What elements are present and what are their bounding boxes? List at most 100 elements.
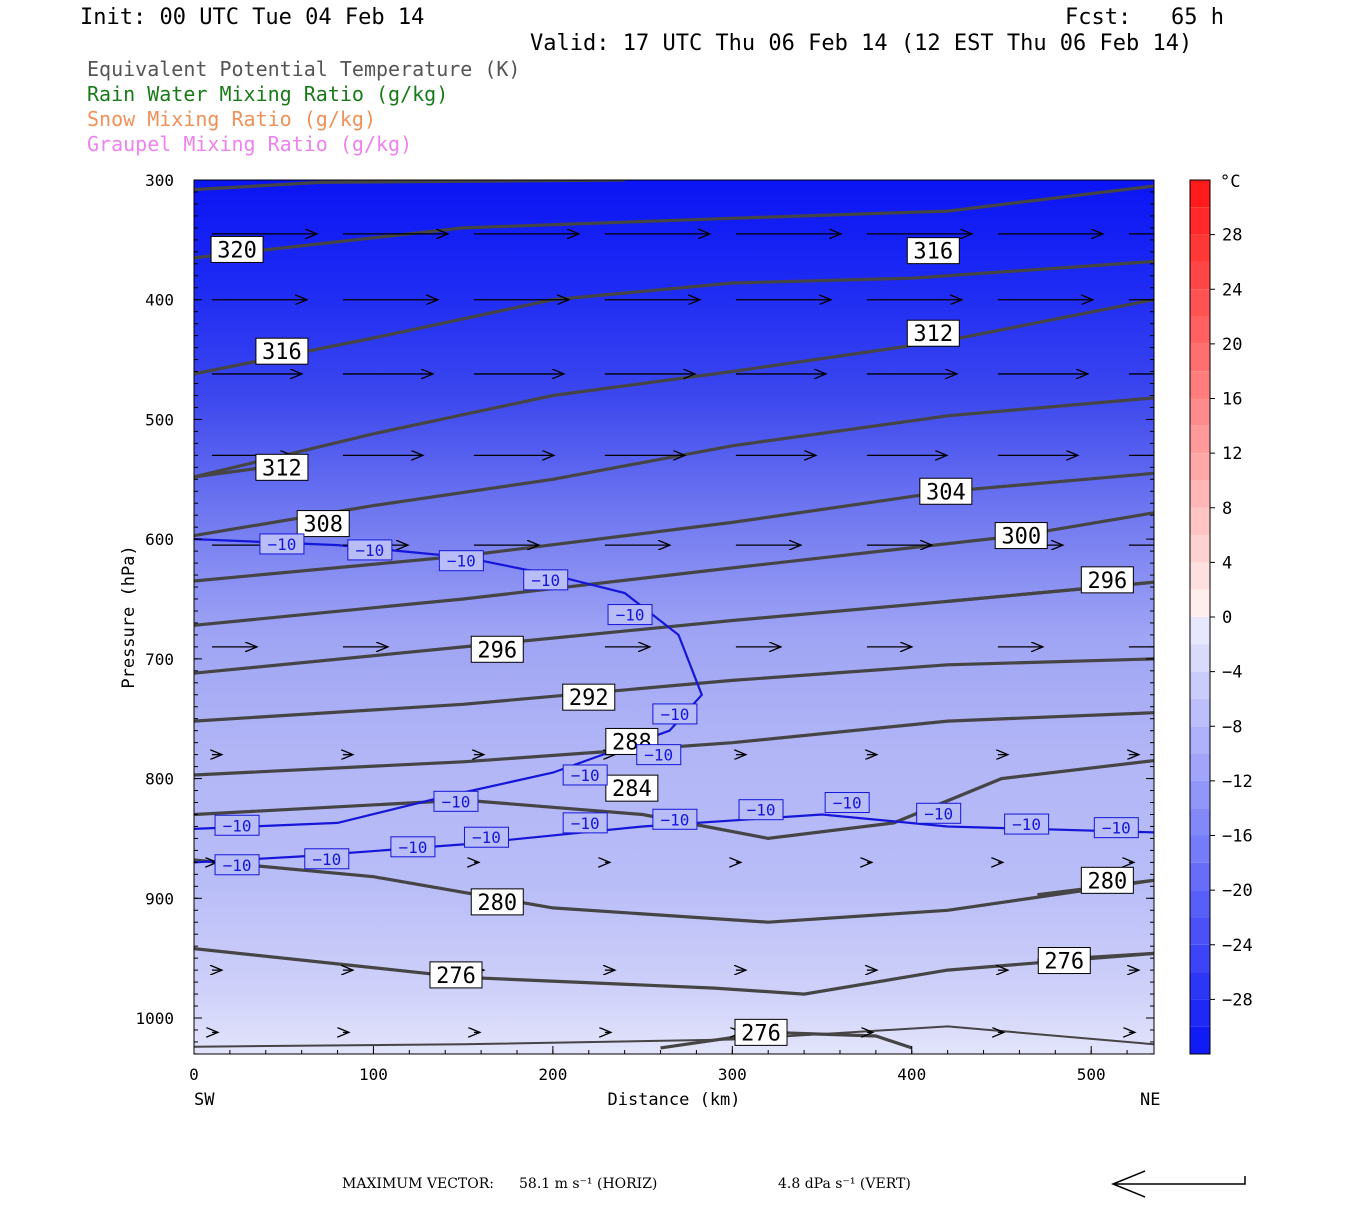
plot-frame bbox=[193, 179, 1155, 1055]
colorbar-segment bbox=[1190, 808, 1210, 836]
theta-e-label-text: 276 bbox=[741, 1021, 781, 1046]
theta-e-label-box bbox=[605, 774, 659, 802]
colorbar-segment bbox=[1190, 917, 1210, 945]
theta-e-label-text: 280 bbox=[477, 891, 517, 916]
temperature-label-text: −10 bbox=[660, 810, 689, 829]
theta-e-contour-276 bbox=[194, 947, 1154, 996]
theta-e-label: 276 bbox=[429, 961, 483, 989]
theta-e-label-text: 300 bbox=[1001, 525, 1041, 550]
theta-e-label-box bbox=[919, 477, 973, 505]
axes: 0 100 200 300 400 500 300 400 500 600 700 800 900 100… bbox=[135, 171, 1154, 1084]
temperature-label-text: −10 bbox=[223, 856, 252, 875]
temperature-label: −10 bbox=[652, 808, 698, 830]
temperature-label-box bbox=[738, 799, 784, 821]
theta-e-label-box bbox=[734, 1018, 788, 1046]
theta-e-label-text: 292 bbox=[569, 686, 609, 711]
theta-e-label-box bbox=[562, 683, 616, 711]
theta-e-contour-304 bbox=[194, 471, 1154, 583]
theta-e-label: 276 bbox=[734, 1018, 788, 1046]
colorbar-label: −20 bbox=[1222, 881, 1253, 901]
theta-e-label-box bbox=[255, 337, 309, 365]
y-tick-label: 900 bbox=[145, 889, 174, 908]
temperature-label: −10 bbox=[347, 539, 393, 561]
temperature-label: −10 bbox=[433, 790, 479, 812]
valid-time: Valid: 17 UTC Thu 06 Feb 14 (12 EST Thu … bbox=[530, 31, 1193, 56]
temperature-label: −10 bbox=[304, 848, 350, 870]
temperature-label-box bbox=[652, 703, 698, 725]
y-tick-label: 1000 bbox=[135, 1009, 174, 1028]
temperature-label-text: −10 bbox=[924, 804, 953, 823]
plot-background bbox=[194, 180, 1154, 1054]
colorbar-label: 20 bbox=[1222, 335, 1242, 355]
colorbar-segment bbox=[1190, 261, 1210, 290]
theta-e-label-text: 312 bbox=[913, 322, 953, 347]
max-vector-horiz: 58.1 m s⁻¹ (HORIZ) bbox=[519, 1176, 658, 1192]
temperature-label-text: −10 bbox=[1102, 819, 1131, 838]
theta-e-label-text: 316 bbox=[262, 340, 302, 365]
theta-e-label-box bbox=[210, 235, 264, 263]
colorbar-segment bbox=[1190, 780, 1210, 809]
temperature-label: −10 bbox=[1004, 813, 1050, 835]
temperature-label-box bbox=[433, 790, 479, 812]
temperature-label: −10 bbox=[824, 792, 870, 814]
theta-e-label-text: 276 bbox=[1044, 950, 1084, 975]
colorbar-label: −28 bbox=[1222, 990, 1253, 1010]
theta-e-contour-312 bbox=[194, 298, 1154, 479]
colorbar-segment bbox=[1190, 207, 1210, 235]
theta-e-label: 316 bbox=[906, 237, 960, 265]
theta-e-contour-292 bbox=[194, 657, 1154, 723]
temperature-label: −10 bbox=[636, 744, 682, 766]
y-tick-label: 600 bbox=[145, 530, 174, 549]
theta-e-label: 320 bbox=[210, 235, 264, 263]
temperature-label-text: −10 bbox=[1012, 815, 1041, 834]
colorbar-segment bbox=[1190, 890, 1210, 918]
temperature-label-box bbox=[1093, 817, 1139, 839]
temperature-label-text: −10 bbox=[472, 828, 501, 847]
colorbar-label: 28 bbox=[1222, 226, 1242, 246]
temperature-label-box bbox=[347, 539, 393, 561]
temperature-label-box bbox=[824, 792, 870, 814]
theta-e-contour-272 bbox=[194, 1025, 1154, 1048]
temperature-label-text: −10 bbox=[223, 816, 252, 835]
x-axis-label: Distance (km) bbox=[607, 1090, 740, 1110]
temperature-label-box bbox=[390, 836, 436, 858]
temperature-label: −10 bbox=[562, 764, 608, 786]
temperature-label-box bbox=[523, 569, 569, 591]
theta-e-label-text: 276 bbox=[436, 964, 476, 989]
theta-e-label-text: 284 bbox=[612, 777, 652, 802]
temperature-label: −10 bbox=[523, 569, 569, 591]
theta-e-label: 276 bbox=[1037, 947, 1091, 975]
colorbar-segment bbox=[1190, 1026, 1210, 1054]
temperature-label-text: −10 bbox=[531, 571, 560, 590]
temperature-label: −10 bbox=[607, 604, 653, 626]
colorbar-segment bbox=[1190, 343, 1210, 372]
temperature-label-box bbox=[214, 854, 260, 876]
theta-e-label-box bbox=[906, 237, 960, 265]
legend-snow: Snow Mixing Ratio (g/kg) bbox=[87, 107, 376, 131]
colorbar: 28 24 20 16 12 8 4 0 −4 −8 −12 −16 −20 −24 −28 bbox=[1189, 179, 1253, 1055]
temperature-label-box bbox=[916, 802, 962, 824]
max-vector-label: MAXIMUM VECTOR: bbox=[342, 1176, 494, 1192]
theta-e-label-box bbox=[470, 635, 524, 663]
colorbar-segment bbox=[1190, 535, 1210, 563]
colorbar-label: −24 bbox=[1222, 936, 1253, 956]
x-tick-label: 400 bbox=[897, 1065, 926, 1084]
legend-theta-e: Equivalent Potential Temperature (K) bbox=[87, 57, 521, 81]
colorbar-segment bbox=[1190, 180, 1210, 208]
temperature-label-box bbox=[607, 604, 653, 626]
theta-e-label: 292 bbox=[562, 683, 616, 711]
theta-e-label: 280 bbox=[1080, 866, 1134, 894]
temperature-label: −10 bbox=[259, 533, 305, 555]
temperature-label: −10 bbox=[562, 812, 608, 834]
x-tick-label: 500 bbox=[1077, 1065, 1106, 1084]
temperature-label: −10 bbox=[738, 799, 784, 821]
temperature-label-box bbox=[304, 848, 350, 870]
colorbar-label: 24 bbox=[1222, 280, 1242, 300]
y-tick-label: 500 bbox=[145, 410, 174, 429]
theta-e-label-box bbox=[906, 319, 960, 347]
theta-e-label-text: 296 bbox=[1087, 569, 1127, 594]
colorbar-label: 8 bbox=[1222, 499, 1232, 519]
temperature-label-box bbox=[259, 533, 305, 555]
y-tick-label: 700 bbox=[145, 650, 174, 669]
colorbar-segment bbox=[1190, 480, 1210, 508]
